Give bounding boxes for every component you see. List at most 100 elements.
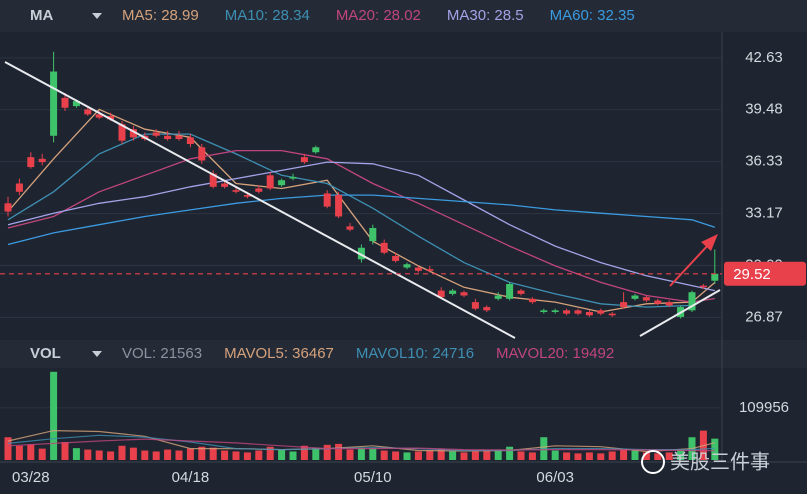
volume-bar [460, 452, 468, 460]
trend-line [639, 289, 721, 337]
candle-body [152, 132, 160, 136]
candle-body [323, 193, 331, 207]
x-tick-label: 03/28 [12, 469, 50, 486]
legend-entry: VOL: 21563 [122, 345, 202, 362]
legend-label: MA60: [550, 7, 593, 24]
candle-body [631, 295, 639, 299]
legend-entry: MA10: 28.34 [225, 7, 310, 24]
candle-body [27, 157, 35, 168]
volume-bar [50, 371, 58, 460]
x-tick-label: 05/10 [354, 469, 392, 486]
candle-body [426, 269, 434, 271]
volume-bar [574, 453, 582, 460]
legend-label: MAVOL10: [356, 345, 428, 362]
candle-body [654, 300, 662, 304]
volume-bar [209, 447, 217, 460]
candle-body [642, 297, 650, 301]
candle-body [221, 183, 229, 187]
volume-bar [585, 452, 593, 460]
volume-bar [471, 451, 479, 460]
volume-bar [107, 451, 115, 460]
volume-indicator-name[interactable]: VOL [30, 345, 61, 362]
vol-legend: VOL: 21563 MAVOL5: 36467 MAVOL10: 24716 MAV… [122, 345, 614, 362]
candle-body [563, 310, 571, 314]
vol-selector[interactable]: VOL [30, 345, 102, 362]
axis-layer: 26.8730.0233.1736.3339.4842.6310995603/2… [0, 49, 806, 486]
dropdown-caret[interactable] [92, 351, 102, 357]
candle-body [528, 298, 536, 303]
volume-bar [608, 451, 616, 460]
candle-body [414, 267, 422, 271]
dropdown-caret[interactable] [92, 13, 102, 19]
candle-body [50, 71, 58, 136]
legend-entry: MA30: 28.5 [447, 7, 524, 24]
legend-entry: MAVOL20: 19492 [496, 345, 614, 362]
volume-bar [4, 437, 12, 460]
volume-bar [665, 452, 673, 460]
volume-bar [426, 450, 434, 460]
volume-bar [506, 446, 514, 460]
volume-bar [517, 451, 525, 460]
volume-bar [266, 446, 274, 460]
legend-label: MAVOL5: [224, 345, 288, 362]
watermark: 美股三件事 [670, 450, 770, 473]
watermark-icon [641, 450, 665, 474]
vol-header [0, 340, 807, 368]
y-tick-label: 36.33 [745, 153, 783, 170]
legend-value: 28.34 [272, 7, 310, 24]
volume-bar [118, 445, 126, 460]
vol-ma-line [7, 438, 715, 452]
volume-bar [289, 451, 297, 460]
y-tick-label: 42.63 [745, 49, 783, 66]
arrow [669, 242, 711, 287]
candle-body [449, 290, 457, 294]
volume-bar [300, 445, 308, 460]
legend-value: 28.99 [161, 7, 199, 24]
legend-label: VOL: [122, 345, 156, 362]
ma-selector[interactable]: MA [30, 7, 102, 24]
arrow-head [701, 234, 718, 251]
trend-line [4, 61, 516, 339]
candle-body [164, 135, 172, 140]
ma-line [7, 133, 716, 308]
current-price-box [724, 261, 806, 286]
volume-bar [72, 448, 80, 460]
vol-ma-line [7, 429, 715, 453]
volume-tick-label: 109956 [739, 399, 789, 416]
candle-body [597, 310, 605, 314]
legend-label: MAVOL20: [496, 345, 568, 362]
volume-bar [563, 452, 571, 460]
candle-body [392, 256, 400, 261]
candle-body [380, 242, 388, 253]
candle-body [460, 292, 468, 296]
ma-line [7, 161, 715, 292]
volume-bar [175, 450, 183, 460]
ma-line [7, 194, 716, 246]
volume-bar [312, 447, 320, 460]
legend-value: 28.02 [383, 7, 421, 24]
candle-body [95, 114, 103, 118]
y-tick-label: 33.17 [745, 205, 783, 222]
candle-body [403, 264, 411, 268]
volume-bar [61, 441, 69, 460]
volume-bar [95, 450, 103, 460]
legend-value: 28.5 [494, 7, 523, 24]
legend-value: 32.35 [597, 7, 635, 24]
indicator-name[interactable]: MA [30, 7, 53, 24]
volume-bar [243, 452, 251, 460]
volume-bar [278, 449, 286, 460]
candle-body [699, 285, 707, 288]
volume-bar [84, 449, 92, 460]
candle-body [483, 307, 491, 311]
volume-bar [631, 450, 639, 460]
candle-body [608, 313, 616, 316]
volume-bar [403, 452, 411, 460]
candle-body [574, 310, 582, 314]
volume-bar [677, 449, 685, 460]
candle-body [84, 109, 92, 115]
volume-bar [221, 450, 229, 460]
legend-value: 24716 [432, 345, 474, 362]
volume-bar [711, 438, 719, 460]
volume-bar [129, 447, 137, 460]
